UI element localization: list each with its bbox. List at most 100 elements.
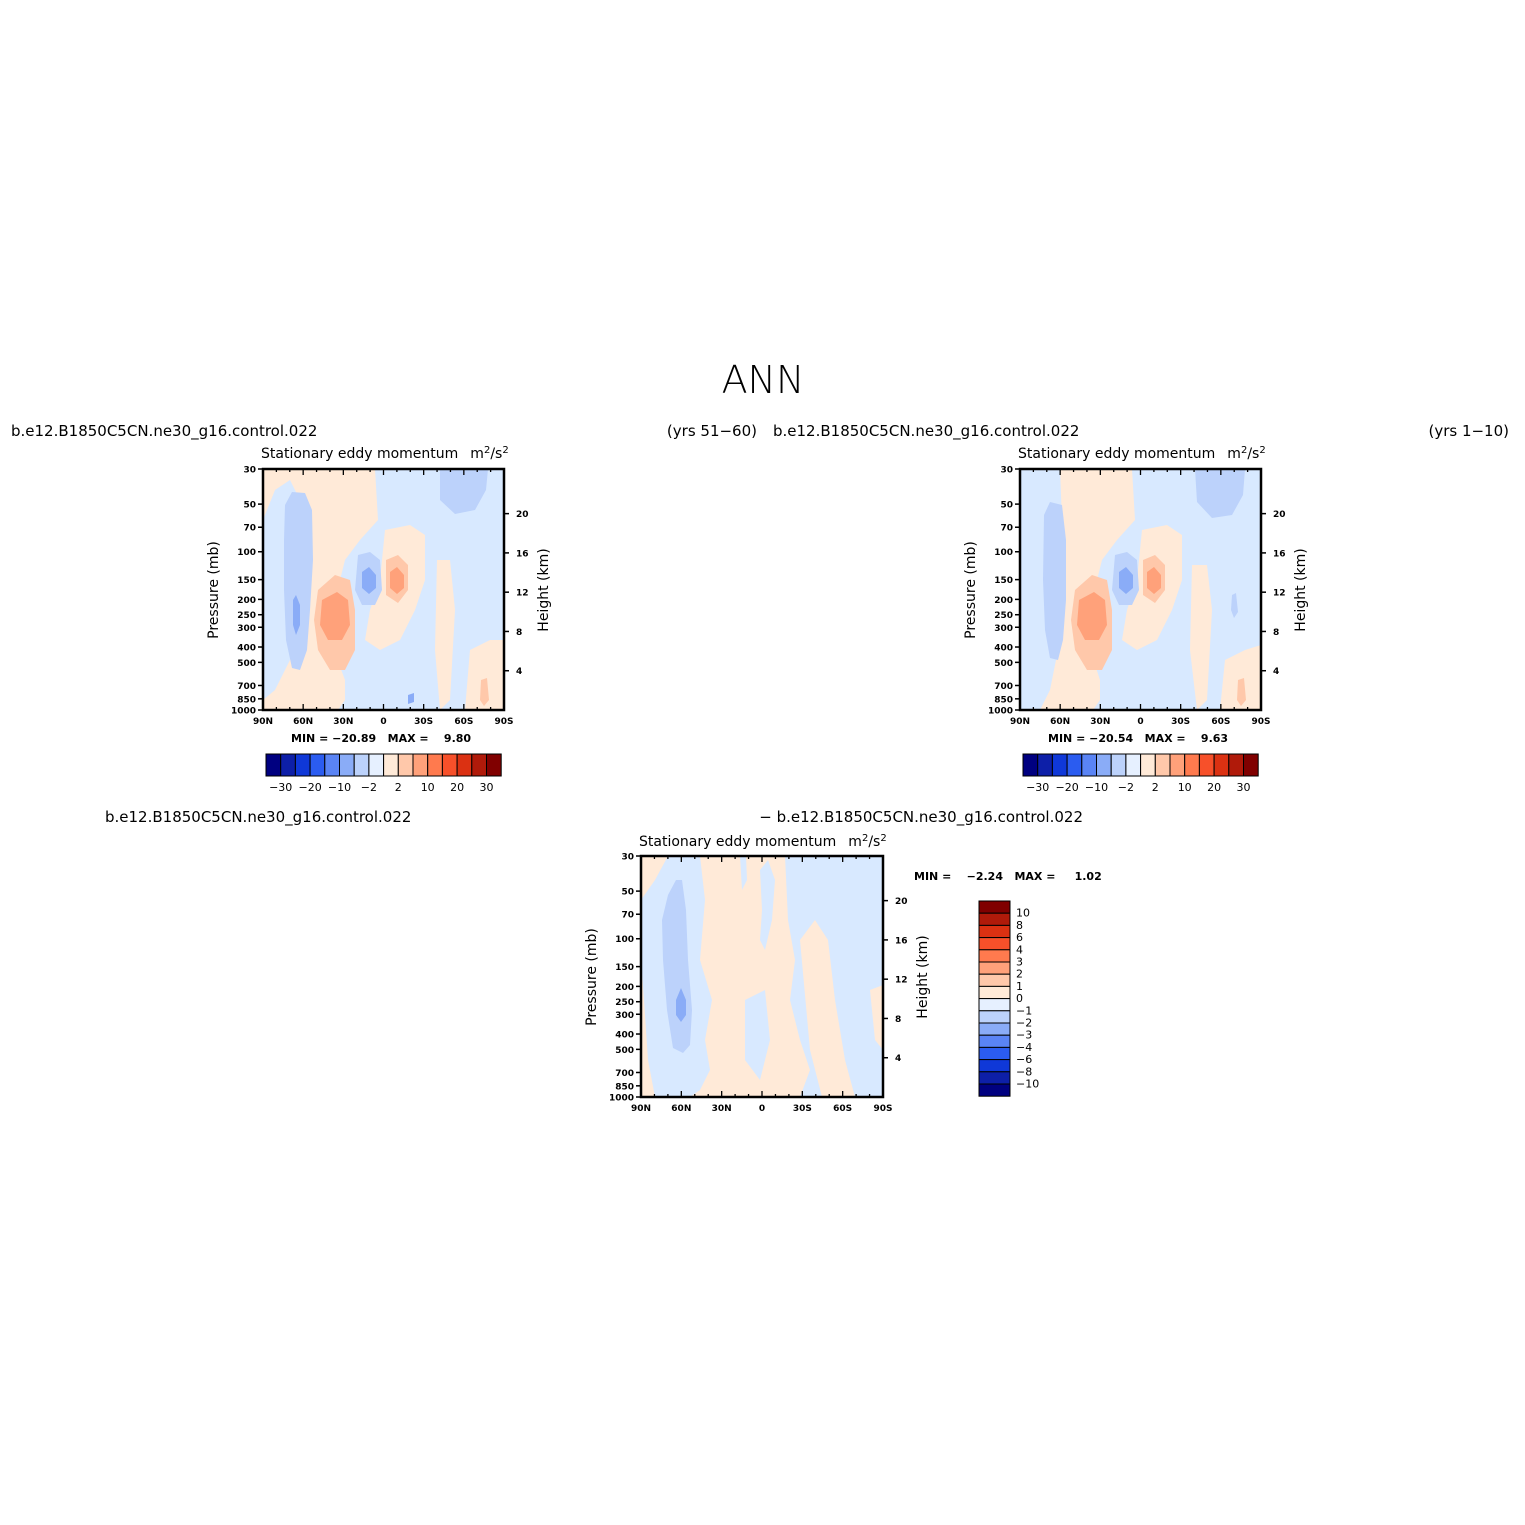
colorbar-swatch <box>353 753 370 777</box>
contour-fill <box>1119 567 1133 594</box>
contour-fill <box>435 560 455 710</box>
pressure-tick-label: 400 <box>237 644 256 654</box>
colorbar-label: −30 <box>1026 781 1049 794</box>
lat-tick-label: 60S <box>454 717 473 727</box>
colorbar-swatch <box>978 1071 1011 1085</box>
pressure-tick-label: 400 <box>615 1031 634 1041</box>
contour-fill <box>760 860 775 950</box>
colorbar-swatch <box>324 753 340 777</box>
colorbar-label: −2 <box>1016 1017 1032 1030</box>
panel-3-height-ticks: 4 8 12 16 20 <box>883 897 908 1064</box>
colorbar-label: 20 <box>450 781 464 794</box>
panel-2-contour-field <box>1020 469 1261 710</box>
pressure-tick-label: 1000 <box>231 707 256 717</box>
pressure-tick-label: 200 <box>237 596 256 606</box>
lat-tick-label: 30S <box>793 1104 812 1114</box>
contour-fill <box>1220 645 1261 710</box>
panel-1-lat-ticks: 90N 60N 30N 0 30S 60S 90S <box>253 469 514 727</box>
panel-1-plot-title: Stationary eddy momentum m2/s2 <box>261 445 509 462</box>
colorbar-swatch <box>309 753 326 777</box>
contour-fill <box>1190 565 1212 710</box>
colorbar-swatch <box>486 753 502 777</box>
colorbar-label: −2 <box>1118 781 1134 794</box>
height-tick-label: 8 <box>1273 628 1279 638</box>
pressure-tick-label: 700 <box>237 682 256 692</box>
panel-1-height-ticks: 4 8 12 16 20 <box>504 510 529 677</box>
colorbar-swatch <box>456 753 473 777</box>
contour-fill <box>284 492 313 670</box>
pressure-tick-label: 30 <box>243 466 256 476</box>
panel-2-lat-ticks: 90N 60N 30N 0 30S 60S 90S <box>1010 469 1271 727</box>
contour-fill <box>1147 567 1161 594</box>
panel-2-years-label: (yrs 1−10) <box>1428 422 1509 440</box>
colorbar-swatch <box>978 973 1011 987</box>
colorbar-swatch <box>1037 753 1053 777</box>
panel-1-contour-field <box>263 469 504 710</box>
colorbar-swatch <box>280 753 296 777</box>
colorbar-swatch <box>1243 753 1259 777</box>
lat-tick-label: 60S <box>1211 717 1230 727</box>
contour-fill <box>293 595 300 635</box>
pressure-tick-label: 300 <box>994 624 1013 634</box>
colorbar-swatch <box>978 961 1011 975</box>
colorbar-swatch <box>1096 753 1112 777</box>
pressure-tick-label: 70 <box>1000 524 1013 534</box>
colorbar-swatch <box>383 753 399 777</box>
contour-fill <box>870 985 883 1050</box>
panel-3-ylabel-right: Height (km) <box>915 935 931 1018</box>
colorbar-label: −3 <box>1016 1029 1032 1042</box>
colorbar-label: −8 <box>1016 1065 1032 1078</box>
panel-2-ylabel-left: Pressure (mb) <box>963 541 979 639</box>
colorbar-swatch <box>265 753 282 777</box>
pressure-tick-label: 300 <box>615 1011 634 1021</box>
colorbar-label: 4 <box>1016 943 1023 956</box>
colorbar-label: −1 <box>1016 1004 1032 1017</box>
pressure-tick-label: 30 <box>1000 466 1013 476</box>
pressure-tick-label: 70 <box>243 524 256 534</box>
contour-fill <box>1077 592 1107 640</box>
height-tick-label: 4 <box>1273 667 1279 677</box>
pressure-tick-label: 100 <box>994 548 1013 558</box>
panel-1-pressure-ticks: 30 50 70 100 150 200 250 300 400 500 700 850 1000 <box>231 466 263 717</box>
pressure-tick-label: 1000 <box>609 1094 634 1104</box>
colorbar-label: −20 <box>298 781 321 794</box>
panel-3-pressure-ticks: 30 50 70 100 150 200 250 300 400 500 700 850 1000 <box>609 853 641 1104</box>
lat-tick-label: 0 <box>380 717 386 727</box>
panel-3-contour-field <box>641 856 883 1097</box>
colorbar-label: 30 <box>1237 781 1251 794</box>
contour-fill <box>740 856 747 890</box>
colorbar-swatch <box>1169 753 1186 777</box>
pressure-tick-label: 50 <box>1000 501 1013 511</box>
colorbar-label: 8 <box>1016 919 1023 932</box>
panel-1-ylabel-left: Pressure (mb) <box>206 541 222 639</box>
panel-2-plot-title: Stationary eddy momentum m2/s2 <box>1018 445 1266 462</box>
colorbar-swatch <box>978 1034 1011 1048</box>
height-tick-label: 12 <box>516 589 529 599</box>
height-tick-label: 20 <box>1273 510 1286 520</box>
colorbar-swatch <box>294 753 311 777</box>
panel-2-colorbar: −30 −20 −10 −2 2 10 20 30 <box>1022 753 1259 794</box>
colorbar-label: −6 <box>1016 1053 1032 1066</box>
colorbar-swatch <box>441 753 458 777</box>
height-tick-label: 4 <box>895 1054 901 1064</box>
pressure-tick-label: 250 <box>237 611 256 621</box>
lat-tick-label: 90S <box>494 717 513 727</box>
height-tick-label: 12 <box>1273 589 1286 599</box>
colorbar-swatch <box>978 1046 1011 1061</box>
panel-1-years-label: (yrs 51−60) <box>667 422 757 440</box>
contour-fill <box>676 988 686 1022</box>
panel-2-case-label: b.e12.B1850C5CN.ne30_g16.control.022 <box>773 422 1079 441</box>
panel-1-min-max: MIN = −20.89 MAX = 9.80 <box>291 732 471 745</box>
lat-tick-label: 90S <box>1251 717 1270 727</box>
contour-fill <box>1043 502 1066 660</box>
contour-fill <box>745 990 770 1080</box>
panel-3-case-label-diff: − b.e12.B1850C5CN.ne30_g16.control.022 <box>759 808 1083 827</box>
colorbar-label: 3 <box>1016 956 1023 969</box>
pressure-tick-label: 200 <box>615 983 634 993</box>
panel-1-case-label: b.e12.B1850C5CN.ne30_g16.control.022 <box>11 422 317 441</box>
colorbar-swatch <box>1198 753 1215 777</box>
pressure-tick-label: 100 <box>237 548 256 558</box>
lat-tick-label: 30N <box>1090 717 1110 727</box>
colorbar-swatch <box>978 998 1011 1012</box>
